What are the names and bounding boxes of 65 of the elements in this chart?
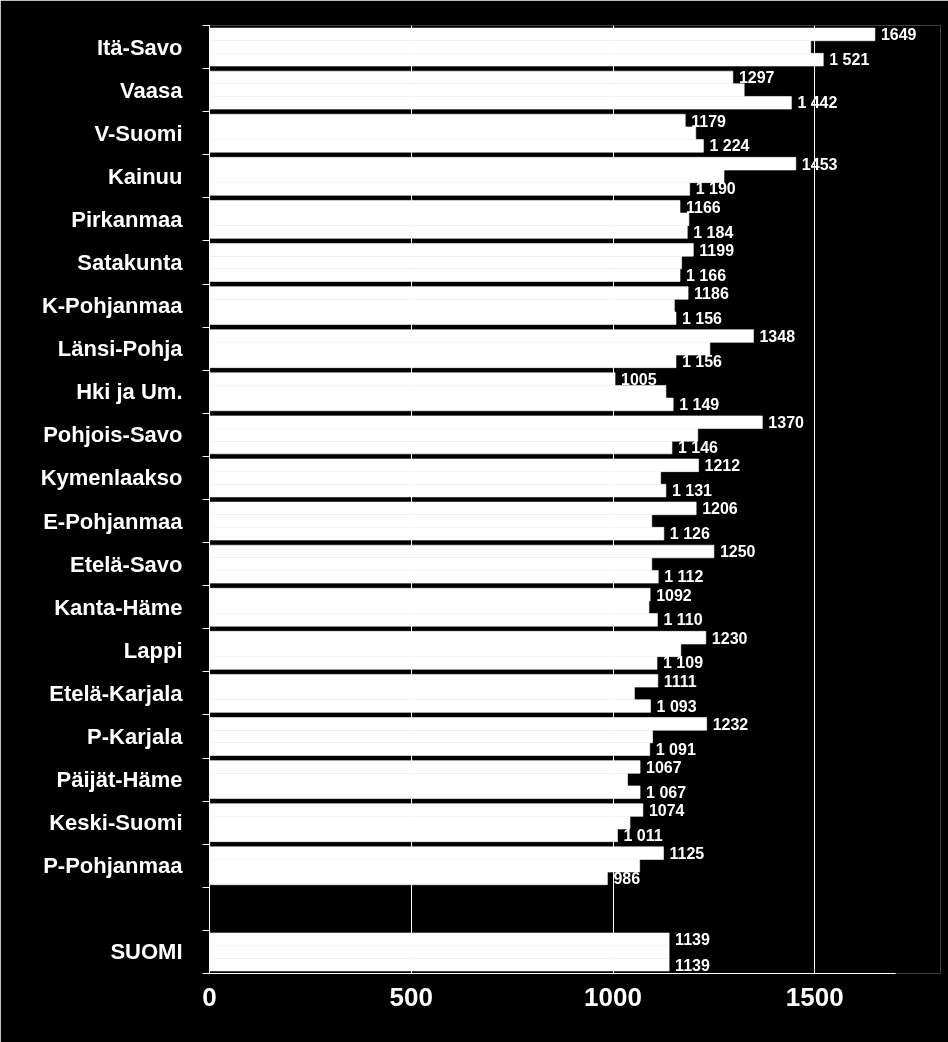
data-label: 1186 xyxy=(694,284,729,302)
y-tick-label: SUOMI xyxy=(110,939,183,965)
y-tick-label: Kanta-Häme xyxy=(54,594,183,620)
x-tick-label: 0 xyxy=(202,981,217,1012)
y-tick-label: Kymenlaakso xyxy=(40,465,183,491)
data-label: 1 131 xyxy=(671,482,713,500)
y-tick-label: Etelä-Savo xyxy=(70,551,183,577)
data-label: 1 109 xyxy=(663,654,704,672)
y-tick-label: P-Karjala xyxy=(87,724,184,749)
data-label: 1 093 xyxy=(656,697,697,715)
data-label: 1074 xyxy=(648,802,685,820)
data-label: 1 166 xyxy=(686,266,727,284)
data-label: 1 091 xyxy=(655,740,696,758)
y-tick-label: E-Pohjanmaa xyxy=(43,508,184,534)
y-tick-label: Kainuu xyxy=(107,163,183,189)
data-label: 1111 xyxy=(663,672,697,690)
data-label: 1 224 xyxy=(709,137,750,155)
data-label: 1179 xyxy=(691,112,727,130)
data-label: 1125 xyxy=(669,845,705,863)
data-label: 1250 xyxy=(719,543,756,561)
y-tick-label: Pohjois-Savo xyxy=(43,422,183,448)
y-tick-label: Päijät-Häme xyxy=(56,767,183,793)
data-label: 1 521 xyxy=(829,51,870,69)
y-tick-label: Lappi xyxy=(123,637,183,663)
y-tick-label: Etelä-Karjala xyxy=(49,680,184,706)
data-label: 1 067 xyxy=(646,783,687,801)
data-label: 1297 xyxy=(738,69,775,87)
x-tick-label: 500 xyxy=(389,981,433,1012)
data-label: 1199 xyxy=(699,241,735,259)
y-tick-label: Länsi-Pohja xyxy=(57,336,184,362)
data-label: 1 149 xyxy=(679,395,720,413)
data-label: 1 126 xyxy=(669,525,711,543)
data-label: 1 011 xyxy=(623,826,663,844)
data-label: 1067 xyxy=(646,758,682,776)
data-label: 1092 xyxy=(656,586,692,604)
data-label: 1 112 xyxy=(664,568,704,586)
data-label: 1 110 xyxy=(663,611,703,629)
data-label: 1348 xyxy=(759,328,796,346)
data-label: 1230 xyxy=(711,629,748,647)
data-label: 1139 xyxy=(675,956,710,974)
y-tick-label: Hki ja Um. xyxy=(76,379,183,405)
y-tick-label: Pirkanmaa xyxy=(71,206,184,232)
data-label: 1 184 xyxy=(693,223,734,241)
data-label: 1166 xyxy=(686,198,721,216)
x-tick-label: 1000 xyxy=(584,981,642,1012)
data-label: 1370 xyxy=(768,414,805,432)
data-label: 1232 xyxy=(712,715,749,733)
data-label: 1005 xyxy=(621,371,657,389)
data-label: 1139 xyxy=(675,931,710,949)
y-tick-label: P-Pohjanmaa xyxy=(43,853,184,879)
y-tick-label: Satakunta xyxy=(77,250,184,275)
data-label: 1212 xyxy=(704,457,741,475)
y-tick-label: Keski-Suomi xyxy=(49,810,183,836)
data-label: 1 156 xyxy=(681,352,723,370)
y-tick-label: K-Pohjanmaa xyxy=(41,293,184,319)
y-tick-label: Vaasa xyxy=(120,77,184,103)
data-label: 1206 xyxy=(702,500,738,518)
data-label: 1 190 xyxy=(695,180,736,198)
data-label: 1 156 xyxy=(681,309,723,327)
x-tick-label: 1500 xyxy=(785,981,844,1012)
data-label: 1 146 xyxy=(677,439,719,456)
data-label: 986 xyxy=(613,870,641,888)
y-tick-label: Itä-Savo xyxy=(96,34,183,60)
data-label: 1649 xyxy=(880,26,917,44)
y-tick-label: V-Suomi xyxy=(94,120,183,146)
